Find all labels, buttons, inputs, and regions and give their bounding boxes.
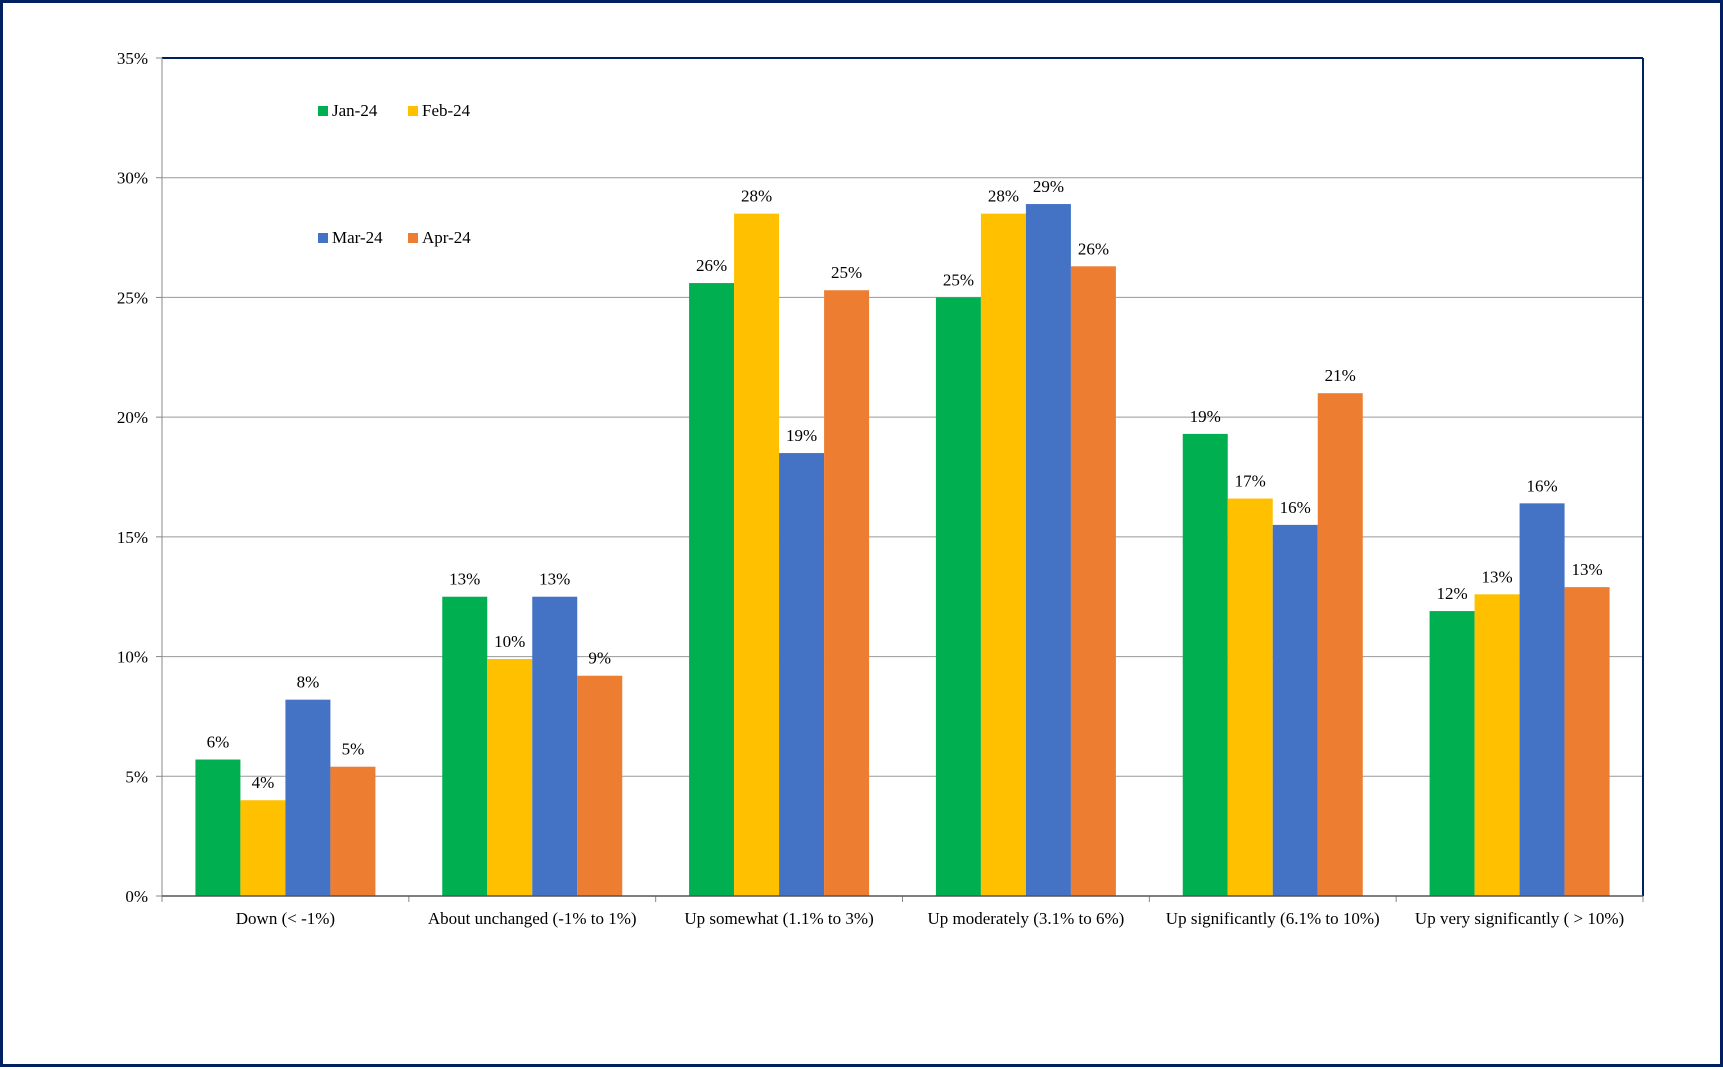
data-label: 19% [786, 426, 817, 445]
bar-feb-24 [980, 213, 1026, 897]
data-label: 8% [297, 673, 320, 692]
y-tick-label: 15% [117, 528, 148, 547]
data-label: 25% [831, 263, 862, 282]
bar-feb-24 [1474, 594, 1520, 896]
bar-apr-24 [824, 290, 870, 896]
bar-mar-24 [285, 699, 331, 896]
legend-swatch [408, 233, 418, 243]
data-label: 26% [696, 256, 727, 275]
legend-label: Jan-24 [332, 101, 378, 120]
data-label: 25% [943, 270, 974, 289]
data-label: 13% [449, 570, 480, 589]
x-tick-label: About unchanged (-1% to 1%) [428, 909, 637, 928]
data-label: 10% [494, 632, 525, 651]
legend-swatch [318, 106, 328, 116]
legend-swatch [408, 106, 418, 116]
bar-feb-24 [1227, 498, 1273, 896]
data-label: 17% [1235, 472, 1266, 491]
y-tick-label: 35% [117, 49, 148, 68]
data-label: 28% [741, 187, 772, 206]
bar-apr-24 [1317, 393, 1363, 896]
bar-mar-24 [532, 596, 578, 896]
legend-label: Apr-24 [422, 228, 471, 247]
bar-jan-24 [1429, 611, 1475, 896]
bar-jan-24 [689, 283, 735, 896]
y-tick-label: 5% [125, 767, 148, 786]
x-tick-label: Up very significantly ( > 10%) [1415, 909, 1624, 928]
x-tick-label: Up significantly (6.1% to 10%) [1166, 909, 1380, 928]
bar-apr-24 [1070, 266, 1116, 896]
bar-jan-24 [935, 297, 981, 896]
x-tick-label: Down (< -1%) [236, 909, 335, 928]
bar-jan-24 [1182, 433, 1228, 896]
bar-mar-24 [779, 453, 825, 896]
data-label: 26% [1078, 239, 1109, 258]
legend-swatch [318, 233, 328, 243]
data-label: 13% [539, 570, 570, 589]
x-tick-label: Up moderately (3.1% to 6%) [927, 909, 1124, 928]
data-label: 6% [207, 733, 230, 752]
data-label: 16% [1526, 476, 1557, 495]
y-tick-label: 0% [125, 887, 148, 906]
data-label: 4% [252, 773, 275, 792]
bar-mar-24 [1025, 204, 1071, 897]
data-label: 13% [1571, 560, 1602, 579]
data-label: 28% [988, 187, 1019, 206]
legend-label: Mar-24 [332, 228, 383, 247]
bar-feb-24 [487, 658, 533, 896]
data-label: 5% [342, 740, 365, 759]
x-tick-label: Up somewhat (1.1% to 3%) [684, 909, 873, 928]
bar-feb-24 [734, 213, 780, 897]
bar-mar-24 [1519, 503, 1565, 896]
data-label: 19% [1190, 407, 1221, 426]
y-tick-label: 25% [117, 288, 148, 307]
data-label: 29% [1033, 177, 1064, 196]
bar-feb-24 [240, 800, 286, 896]
y-tick-label: 30% [117, 169, 148, 188]
data-label: 13% [1481, 567, 1512, 586]
bar-apr-24 [330, 766, 376, 896]
bar-mar-24 [1272, 524, 1318, 896]
data-label: 9% [588, 649, 611, 668]
data-label: 12% [1436, 584, 1467, 603]
bar-jan-24 [442, 596, 488, 896]
bar-apr-24 [577, 675, 623, 896]
y-tick-label: 10% [117, 648, 148, 667]
y-tick-label: 20% [117, 408, 148, 427]
data-label: 16% [1280, 498, 1311, 517]
bar-jan-24 [195, 759, 241, 896]
data-label: 21% [1325, 366, 1356, 385]
bar-chart: 0% 5% 10% 15% 20% 25% 30% 35% Down (< -1%) About … [117, 49, 1644, 928]
bar-apr-24 [1564, 587, 1610, 896]
legend-label: Feb-24 [422, 101, 471, 120]
